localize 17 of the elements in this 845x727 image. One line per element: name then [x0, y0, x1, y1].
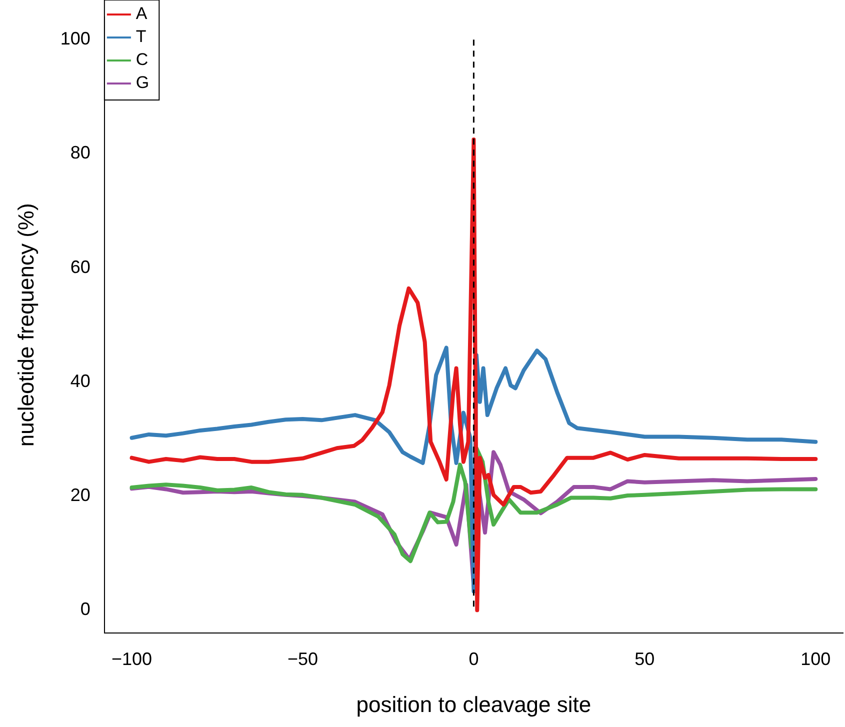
- x-tick-label: 0: [468, 648, 479, 669]
- y-tick-label: 80: [70, 142, 90, 163]
- y-tick-label: 100: [60, 28, 90, 49]
- y-tick-label: 20: [70, 485, 90, 506]
- legend-label: C: [136, 50, 148, 70]
- y-tick-label: 0: [80, 599, 90, 620]
- x-tick-label: −50: [287, 648, 318, 669]
- y-tick-label: 60: [70, 256, 90, 277]
- legend-label: T: [136, 27, 146, 46]
- legend-label: A: [136, 4, 148, 24]
- x-tick-label: 50: [634, 648, 655, 669]
- y-tick-label: 40: [70, 370, 90, 391]
- x-axis-title: position to cleavage site: [356, 692, 592, 717]
- legend-label: G: [136, 73, 150, 92]
- y-axis-title: nucleotide frequency (%): [13, 203, 38, 447]
- x-tick-label: −100: [112, 648, 152, 669]
- x-tick-label: 100: [800, 648, 831, 669]
